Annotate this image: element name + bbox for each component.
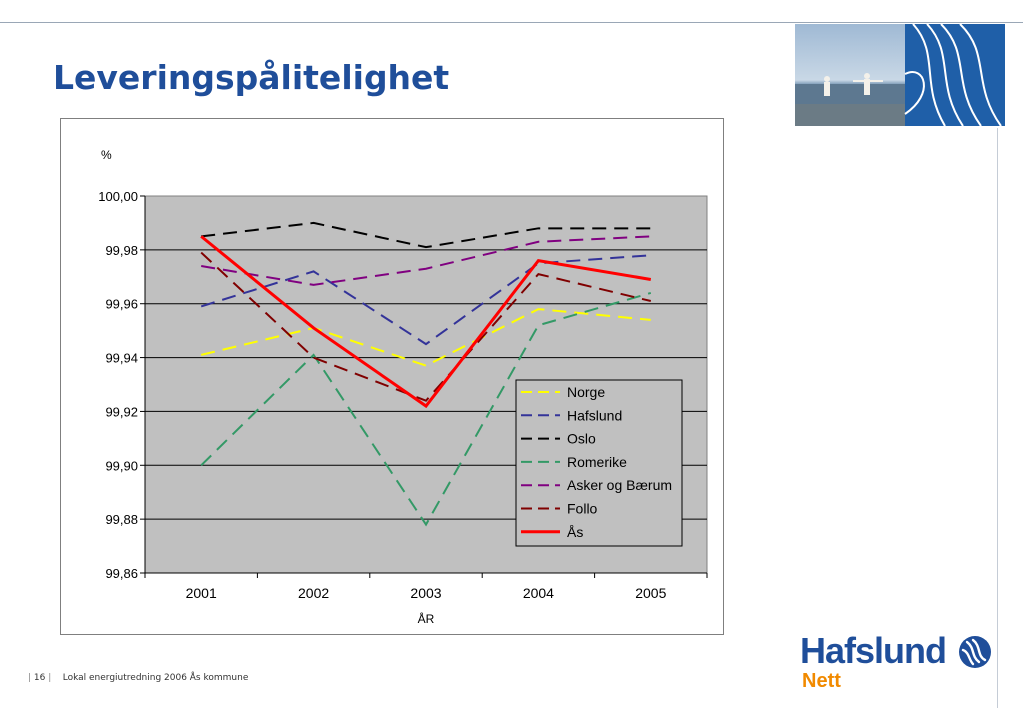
x-axis-label: ÅR xyxy=(418,611,435,626)
y-tick-label: 99,94 xyxy=(105,351,138,366)
legend-label: Norge xyxy=(567,384,605,400)
y-tick-label: 100,00 xyxy=(98,189,138,204)
x-tick-label: 2002 xyxy=(298,585,329,601)
footer-separator-left: | xyxy=(28,673,34,683)
footer-separator-right: | xyxy=(45,673,52,683)
footer: | 16 | Lokal energiutredning 2006 Ås kom… xyxy=(28,673,248,683)
page-number: 16 xyxy=(33,673,46,683)
legend-box xyxy=(515,379,683,547)
chart-container: 99,86 99,88 99,90 99,92 99,94 99,96 99,98 100,0… xyxy=(60,118,724,635)
y-tick-label: 99,96 xyxy=(105,297,138,312)
logo-swirl-icon xyxy=(959,636,991,668)
series-line xyxy=(200,235,652,409)
series-line xyxy=(201,221,651,249)
footer-text: Lokal energiutredning 2006 Ås kommune xyxy=(62,673,249,683)
x-tick-label: 2001 xyxy=(186,585,217,601)
series-line xyxy=(200,291,652,527)
legend-label: Oslo xyxy=(567,431,596,447)
y-axis-label: % xyxy=(101,148,112,162)
y-tick-label: 99,86 xyxy=(105,566,138,581)
y-tick-label: 99,90 xyxy=(105,458,138,473)
header-photo xyxy=(795,24,1005,126)
header-rule xyxy=(0,22,1023,23)
legend-label: Hafslund xyxy=(567,407,622,423)
legend-label: Ås xyxy=(567,524,583,540)
logo-brand: Hafslund xyxy=(800,630,947,671)
series-line xyxy=(200,251,652,402)
side-rule xyxy=(997,128,998,708)
series-line xyxy=(200,308,651,367)
x-tick-label: 2005 xyxy=(635,585,666,601)
series-line xyxy=(201,235,651,286)
legend-label: Asker og Bærum xyxy=(567,477,672,493)
x-tick-label: 2003 xyxy=(410,585,441,601)
y-tick-label: 99,88 xyxy=(105,512,138,527)
line-chart: 99,86 99,88 99,90 99,92 99,94 99,96 99,98 100,0… xyxy=(98,148,708,626)
beach-photo-image xyxy=(795,24,1005,126)
y-tick-label: 99,92 xyxy=(105,404,138,419)
slide-title: Leveringspålitelighet xyxy=(53,58,450,97)
y-tick-label: 99,98 xyxy=(105,243,138,258)
x-tick-label: 2004 xyxy=(523,585,554,601)
legend-label: Follo xyxy=(567,501,598,517)
company-logo: Hafslund Nett xyxy=(800,630,1000,700)
series-line xyxy=(200,254,651,346)
legend-label: Romerike xyxy=(567,454,627,470)
logo-sub: Nett xyxy=(802,670,841,692)
